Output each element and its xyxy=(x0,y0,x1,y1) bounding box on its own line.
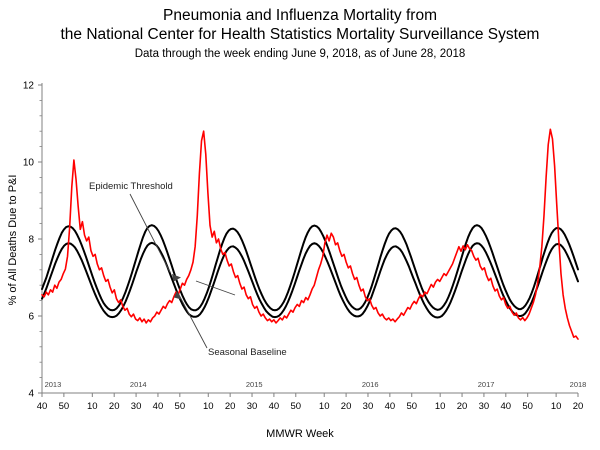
seasonal-baseline-annotation-arrowhead xyxy=(174,291,182,300)
series-line xyxy=(41,128,579,340)
x-tick-label: 30 xyxy=(363,401,374,412)
y-axis-title: % of All Deaths Due to P&I xyxy=(7,175,19,306)
chart-subtitle: Data through the week ending June 9, 201… xyxy=(134,48,466,60)
x-axis-year-label: 2017 xyxy=(478,380,495,389)
x-axis-year-label: 2018 xyxy=(570,380,587,389)
epidemic-threshold-annotation: Epidemic Threshold xyxy=(89,181,173,192)
x-tick-label: 20 xyxy=(341,401,352,412)
x-tick-label: 30 xyxy=(247,401,258,412)
x-tick-label: 40 xyxy=(269,401,280,412)
x-tick-label: 30 xyxy=(479,401,490,412)
y-tick-label: 10 xyxy=(23,158,35,169)
x-tick-label: 50 xyxy=(522,401,533,412)
series-line xyxy=(41,224,579,312)
x-tick-label: 10 xyxy=(87,401,98,412)
x-tick-label: 30 xyxy=(131,401,142,412)
seasonal-baseline-annotation: Seasonal Baseline xyxy=(208,347,287,358)
x-tick-label: 50 xyxy=(290,401,301,412)
data-series-group xyxy=(41,128,579,340)
x-tick-label: 10 xyxy=(203,401,214,412)
x-tick-label: 40 xyxy=(385,401,396,412)
x-tick-label: 20 xyxy=(225,401,236,412)
epidemic-threshold-annotation-arrowhead xyxy=(172,274,181,282)
x-tick-label: 40 xyxy=(153,401,164,412)
x-tick-label: 10 xyxy=(319,401,330,412)
x-axis-title: MMWR Week xyxy=(266,428,334,440)
annotations-group: Epidemic Threshold Seasonal Baseline xyxy=(89,181,287,358)
x-tick-label: 20 xyxy=(457,401,468,412)
x-tick-label: 20 xyxy=(109,401,120,412)
x-tick-label: 40 xyxy=(37,401,48,412)
x-axis-year-label: 2016 xyxy=(362,380,379,389)
title-line-1: Pneumonia and Influenza Mortality from xyxy=(163,7,437,24)
x-axis: 40 50 10 20 30 40 50 10 20 30 40 50 10 20 30 40 50 10 20 30… xyxy=(37,380,587,412)
series-line xyxy=(41,241,579,319)
x-axis-year-label: 2013 xyxy=(45,380,62,389)
y-axis: 4 6 8 10 12 xyxy=(23,81,43,400)
x-tick-label: 10 xyxy=(435,401,446,412)
x-tick-label: 40 xyxy=(501,401,512,412)
x-axis-year-label: 2014 xyxy=(130,380,147,389)
seasonal-baseline-annotation-leader xyxy=(177,292,208,349)
x-axis-year-label: 2015 xyxy=(246,380,263,389)
x-tick-label: 20 xyxy=(573,401,584,412)
epidemic-threshold-annotation-leader xyxy=(129,193,236,296)
x-tick-label: 50 xyxy=(175,401,186,412)
x-tick-label: 50 xyxy=(59,401,70,412)
x-tick-label: 10 xyxy=(551,401,562,412)
y-tick-label: 12 xyxy=(23,81,35,92)
chart-title-block: Pneumonia and Influenza Mortality from t… xyxy=(0,6,600,63)
y-tick-label: 6 xyxy=(28,312,34,323)
x-tick-label: 50 xyxy=(406,401,417,412)
y-tick-label: 8 xyxy=(28,235,34,246)
title-line-2: the National Center for Health Statistic… xyxy=(60,26,540,43)
y-tick-label: 4 xyxy=(28,389,34,400)
